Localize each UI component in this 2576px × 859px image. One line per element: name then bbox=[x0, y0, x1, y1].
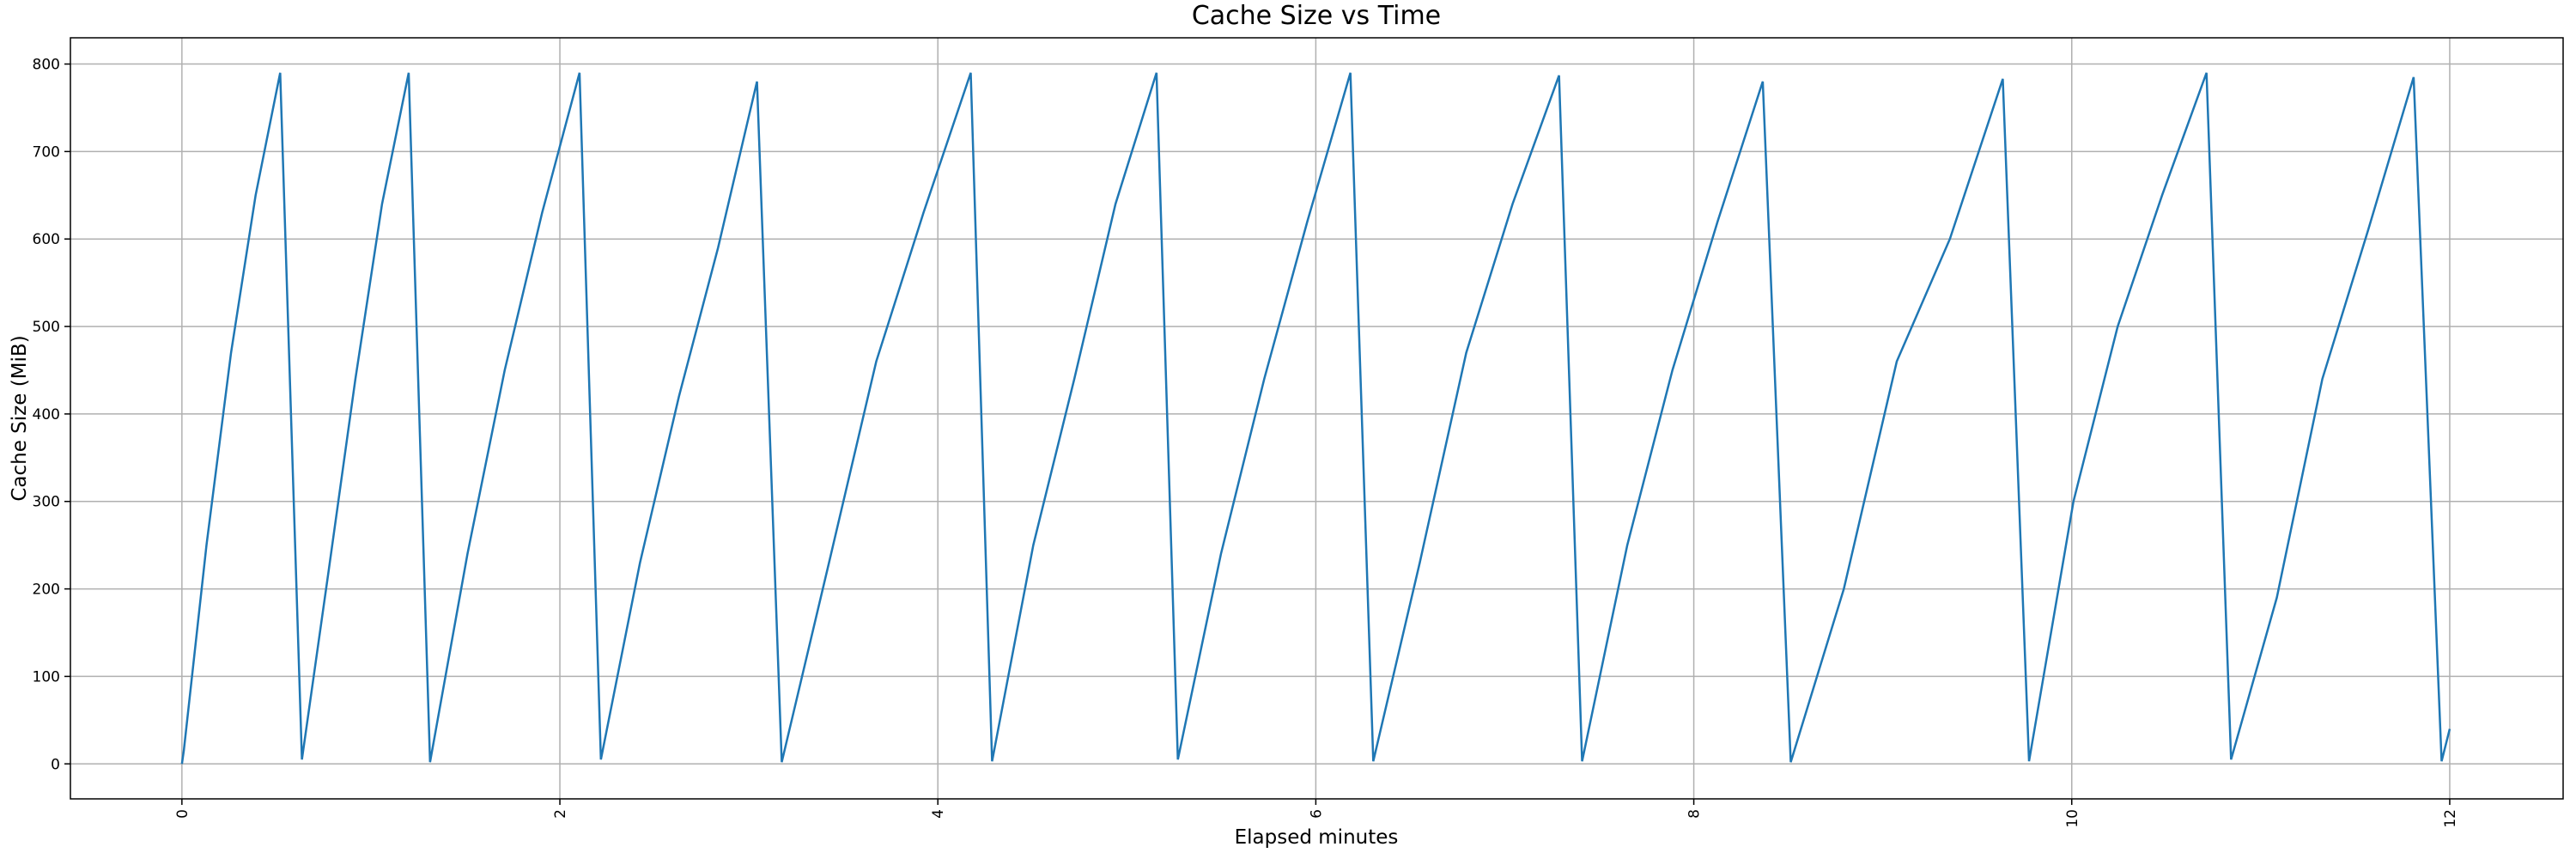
y-tick-label: 200 bbox=[33, 582, 60, 599]
y-tick-label: 0 bbox=[51, 756, 60, 773]
data-line bbox=[180, 72, 2451, 765]
x-tick-label: 6 bbox=[1308, 809, 1325, 819]
y-tick-label: 100 bbox=[33, 668, 60, 685]
y-tick-label: 700 bbox=[33, 143, 60, 161]
y-axis-label: Cache Size (MiB) bbox=[9, 335, 31, 501]
x-tick-label: 10 bbox=[2064, 809, 2081, 828]
x-tick-label: 8 bbox=[1686, 809, 1704, 819]
x-tick-label: 0 bbox=[174, 809, 191, 819]
y-tick-label: 500 bbox=[33, 319, 60, 336]
x-tick-label: 2 bbox=[552, 809, 569, 819]
y-tick-label: 600 bbox=[33, 231, 60, 248]
y-tick-label: 300 bbox=[33, 494, 60, 511]
y-tick-label: 400 bbox=[33, 406, 60, 423]
plot-frame bbox=[70, 37, 2564, 800]
chart-title: Cache Size vs Time bbox=[1192, 1, 1441, 31]
x-tick-label: 12 bbox=[2442, 809, 2459, 828]
x-tick-label: 4 bbox=[930, 809, 947, 819]
x-axis-label: Elapsed minutes bbox=[1235, 826, 1399, 849]
y-tick-label: 800 bbox=[33, 57, 60, 74]
